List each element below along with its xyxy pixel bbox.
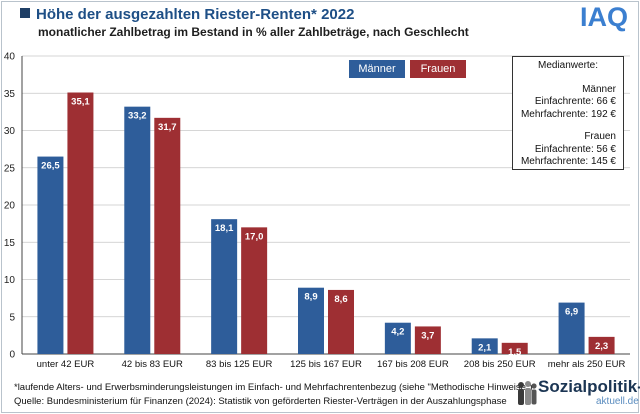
median-box: Medianwerte: Männer Einfachrente: 66 € M…	[512, 56, 624, 170]
data-label-men: 18,1	[215, 223, 234, 234]
footnote: *laufende Alters- und Erwerbsminderungsl…	[14, 382, 533, 393]
category-label: 167 bis 208 EUR	[377, 359, 449, 370]
bar-men	[471, 338, 498, 354]
data-label-women: 35,1	[71, 97, 90, 108]
median-men-multi: Mehrfachrente: 192 €	[520, 108, 616, 120]
people-icon	[518, 381, 537, 405]
brand-name: Sozialpolitik-	[538, 377, 640, 396]
legend-women-label: Frauen	[420, 63, 456, 75]
bar-men	[558, 302, 585, 354]
bar-women	[67, 92, 94, 354]
median-women-single: Einfachrente: 56 €	[534, 143, 616, 155]
y-tick-label: 25	[4, 163, 16, 174]
bar-men	[384, 322, 411, 354]
category-label: mehr als 250 EUR	[548, 359, 626, 370]
bar-women	[241, 227, 268, 354]
data-label-men: 6,9	[565, 307, 578, 318]
category-label: 83 bis 125 EUR	[206, 359, 273, 370]
y-tick-label: 40	[4, 52, 16, 63]
brand-sub: aktuell.de	[596, 396, 639, 407]
title-square-icon	[20, 8, 30, 18]
legend-men-label: Männer	[358, 63, 396, 75]
chart-subtitle: monatlicher Zahlbetrag im Bestand in % a…	[38, 25, 469, 39]
iaq-logo: IAQ	[580, 2, 629, 32]
data-label-women: 1,5	[508, 347, 522, 358]
bar-women	[501, 342, 528, 354]
median-men-single: Einfachrente: 66 €	[534, 96, 616, 107]
median-heading: Medianwerte:	[537, 60, 599, 71]
category-label: unter 42 EUR	[37, 359, 95, 370]
bar-men	[211, 219, 238, 354]
y-tick-label: 15	[4, 238, 16, 249]
chart-title: Höhe der ausgezahlten Riester-Renten* 20…	[20, 6, 354, 23]
data-label-men: 33,2	[128, 111, 147, 122]
legend-men: Männer	[349, 60, 405, 78]
data-label-women: 3,7	[421, 330, 434, 341]
category-label: 208 bis 250 EUR	[464, 359, 536, 370]
data-label-men: 2,1	[478, 342, 492, 353]
y-tick-label: 0	[9, 350, 15, 361]
bar-women	[588, 336, 615, 354]
bar-men	[124, 106, 151, 354]
data-label-women: 2,3	[595, 341, 608, 352]
y-tick-label: 30	[4, 126, 16, 137]
category-label: 125 bis 167 EUR	[290, 359, 362, 370]
chart-title-text: Höhe der ausgezahlten Riester-Renten* 20…	[36, 6, 355, 23]
y-tick-label: 20	[4, 201, 16, 212]
data-label-men: 4,2	[391, 327, 404, 338]
bar-women	[328, 289, 354, 354]
data-label-women: 17,0	[245, 231, 264, 242]
bar-women	[414, 326, 441, 354]
bar-men	[298, 287, 324, 354]
data-label-women: 8,6	[334, 294, 347, 305]
category-label: 42 bis 83 EUR	[122, 359, 183, 370]
data-label-men: 26,5	[41, 161, 60, 172]
median-women-label: Frauen	[584, 131, 616, 142]
bar-men	[37, 156, 64, 354]
source-note: Quelle: Bundesministerium für Finanzen (…	[14, 396, 507, 407]
median-men-label: Männer	[582, 83, 616, 95]
y-tick-label: 5	[9, 312, 15, 323]
legend-women: Frauen	[410, 60, 466, 78]
brand-logo: Sozialpolitik- aktuell.de	[516, 377, 640, 410]
y-tick-label: 10	[4, 275, 16, 286]
data-label-women: 31,7	[158, 122, 177, 133]
y-tick-label: 35	[4, 89, 16, 100]
median-women-multi: Mehrfachrente: 145 €	[520, 156, 616, 167]
data-label-men: 8,9	[304, 292, 317, 303]
bar-women	[154, 117, 181, 355]
